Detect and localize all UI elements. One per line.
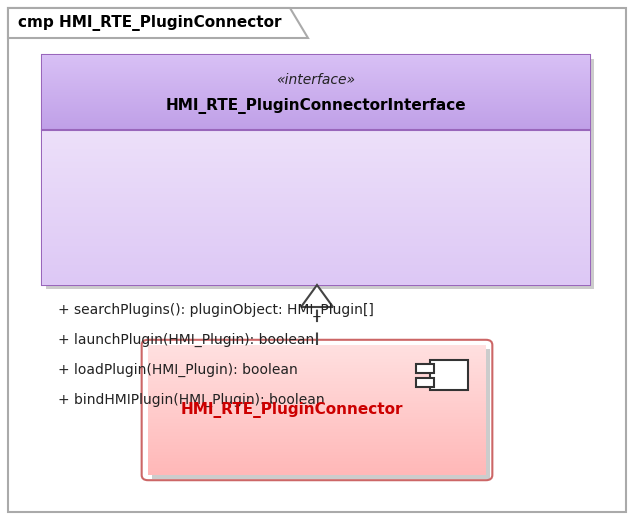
Text: HMI_RTE_PluginConnector: HMI_RTE_PluginConnector	[181, 402, 403, 418]
Text: HMI_RTE_PluginConnectorInterface: HMI_RTE_PluginConnectorInterface	[165, 98, 467, 114]
Polygon shape	[8, 8, 308, 38]
Bar	[416, 378, 434, 387]
Text: + bindHMIPlugin(HMI_Plugin): boolean: + bindHMIPlugin(HMI_Plugin): boolean	[58, 393, 325, 407]
Text: + searchPlugins(): pluginObject: HMI_Plugin[]: + searchPlugins(): pluginObject: HMI_Plu…	[58, 303, 374, 317]
Text: «interface»: «interface»	[276, 73, 356, 87]
Polygon shape	[301, 285, 333, 307]
Text: + launchPlugin(HMI_Plugin): boolean: + launchPlugin(HMI_Plugin): boolean	[58, 333, 314, 347]
Bar	[416, 364, 434, 373]
Bar	[430, 360, 468, 390]
Bar	[152, 349, 490, 479]
Bar	[42, 55, 590, 285]
Text: + loadPlugin(HMI_Plugin): boolean: + loadPlugin(HMI_Plugin): boolean	[58, 363, 298, 377]
Bar	[46, 59, 594, 289]
Text: cmp HMI_RTE_PluginConnector: cmp HMI_RTE_PluginConnector	[18, 15, 281, 31]
